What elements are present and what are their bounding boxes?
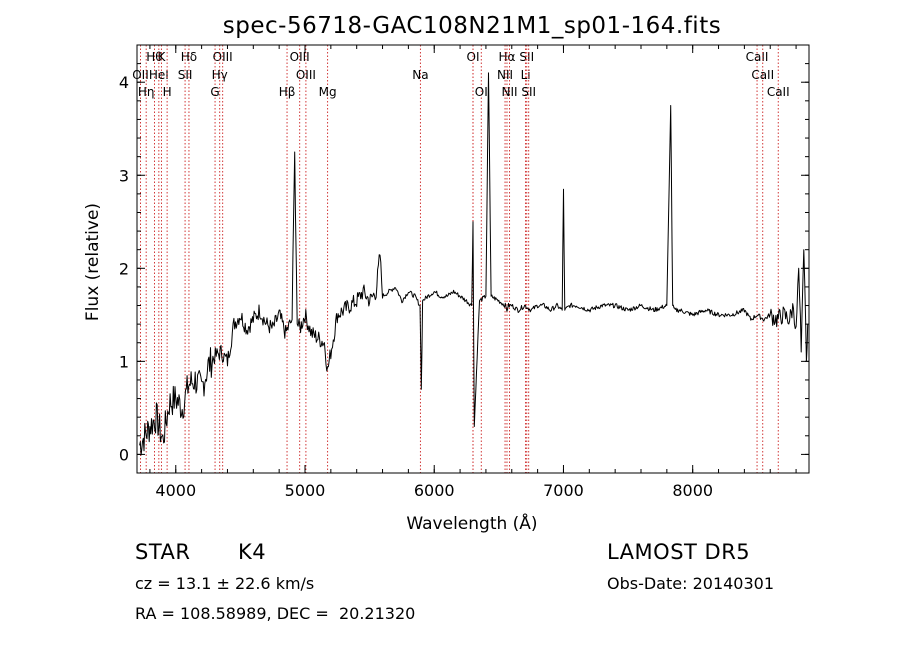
survey-name: LAMOST DR5	[607, 540, 751, 564]
y-axis-label: Flux (relative)	[83, 203, 103, 321]
line-label-22: OI	[475, 85, 488, 99]
y-tick-label-2: 2	[119, 259, 129, 278]
line-label-23: NII	[502, 85, 518, 99]
y-tick-label-0: 0	[119, 445, 129, 464]
spectrum-series-line	[139, 72, 809, 456]
line-label-24: SII	[521, 85, 536, 99]
line-label-12: Hγ	[212, 68, 228, 82]
line-label-7: SII	[519, 50, 534, 64]
line-label-11: SII	[178, 68, 193, 82]
line-label-10: HeI	[149, 68, 169, 82]
object-class: STAR	[135, 540, 191, 564]
line-label-20: Hβ	[279, 85, 296, 99]
x-tick-label-1: 5000	[285, 481, 326, 500]
plot-frame	[136, 44, 810, 474]
axes: 4000 5000 6000 7000 8000 0 1 2 3 4	[119, 45, 809, 500]
line-label-26: Na	[412, 68, 428, 82]
chart-title: spec-56718-GAC108N21M1_sp01-164.fits	[223, 13, 721, 39]
line-label-2: Hδ	[181, 50, 197, 64]
x-tick-label-4: 8000	[672, 481, 713, 500]
line-label-13: OIII	[296, 68, 316, 82]
x-tick-label-3: 7000	[543, 481, 584, 500]
plot-area	[139, 72, 809, 456]
line-label-3: OIII	[213, 50, 233, 64]
line-label-14: NII	[497, 68, 513, 82]
line-label-6: Hα	[499, 50, 516, 64]
observation-date: Obs-Date: 20140301	[607, 574, 775, 593]
x-tick-label-2: 6000	[414, 481, 455, 500]
y-tick-label-4: 4	[119, 73, 129, 92]
line-label-8: CaII	[746, 50, 769, 64]
line-label-1: K	[157, 50, 166, 64]
line-label-17: Hη	[138, 85, 155, 99]
line-label-18: H	[163, 85, 172, 99]
x-axis-label: Wavelength (Å)	[406, 512, 537, 534]
redshift-readout: cz = 13.1 ± 22.6 km/s	[135, 574, 315, 593]
object-subclass: K4	[238, 540, 267, 564]
line-label-21: Mg	[319, 85, 337, 99]
line-label-4: OIII	[290, 50, 310, 64]
line-label-25: CaII	[767, 85, 790, 99]
line-label-19: G	[210, 85, 219, 99]
y-tick-label-1: 1	[119, 352, 129, 371]
coordinates-readout: RA = 108.58989, DEC = 20.21320	[135, 604, 416, 623]
y-tick-label-3: 3	[119, 166, 129, 185]
line-label-9: OII	[132, 68, 149, 82]
x-tick-label-0: 4000	[155, 481, 196, 500]
line-label-15: Li	[521, 68, 531, 82]
line-label-16: CaII	[751, 68, 774, 82]
